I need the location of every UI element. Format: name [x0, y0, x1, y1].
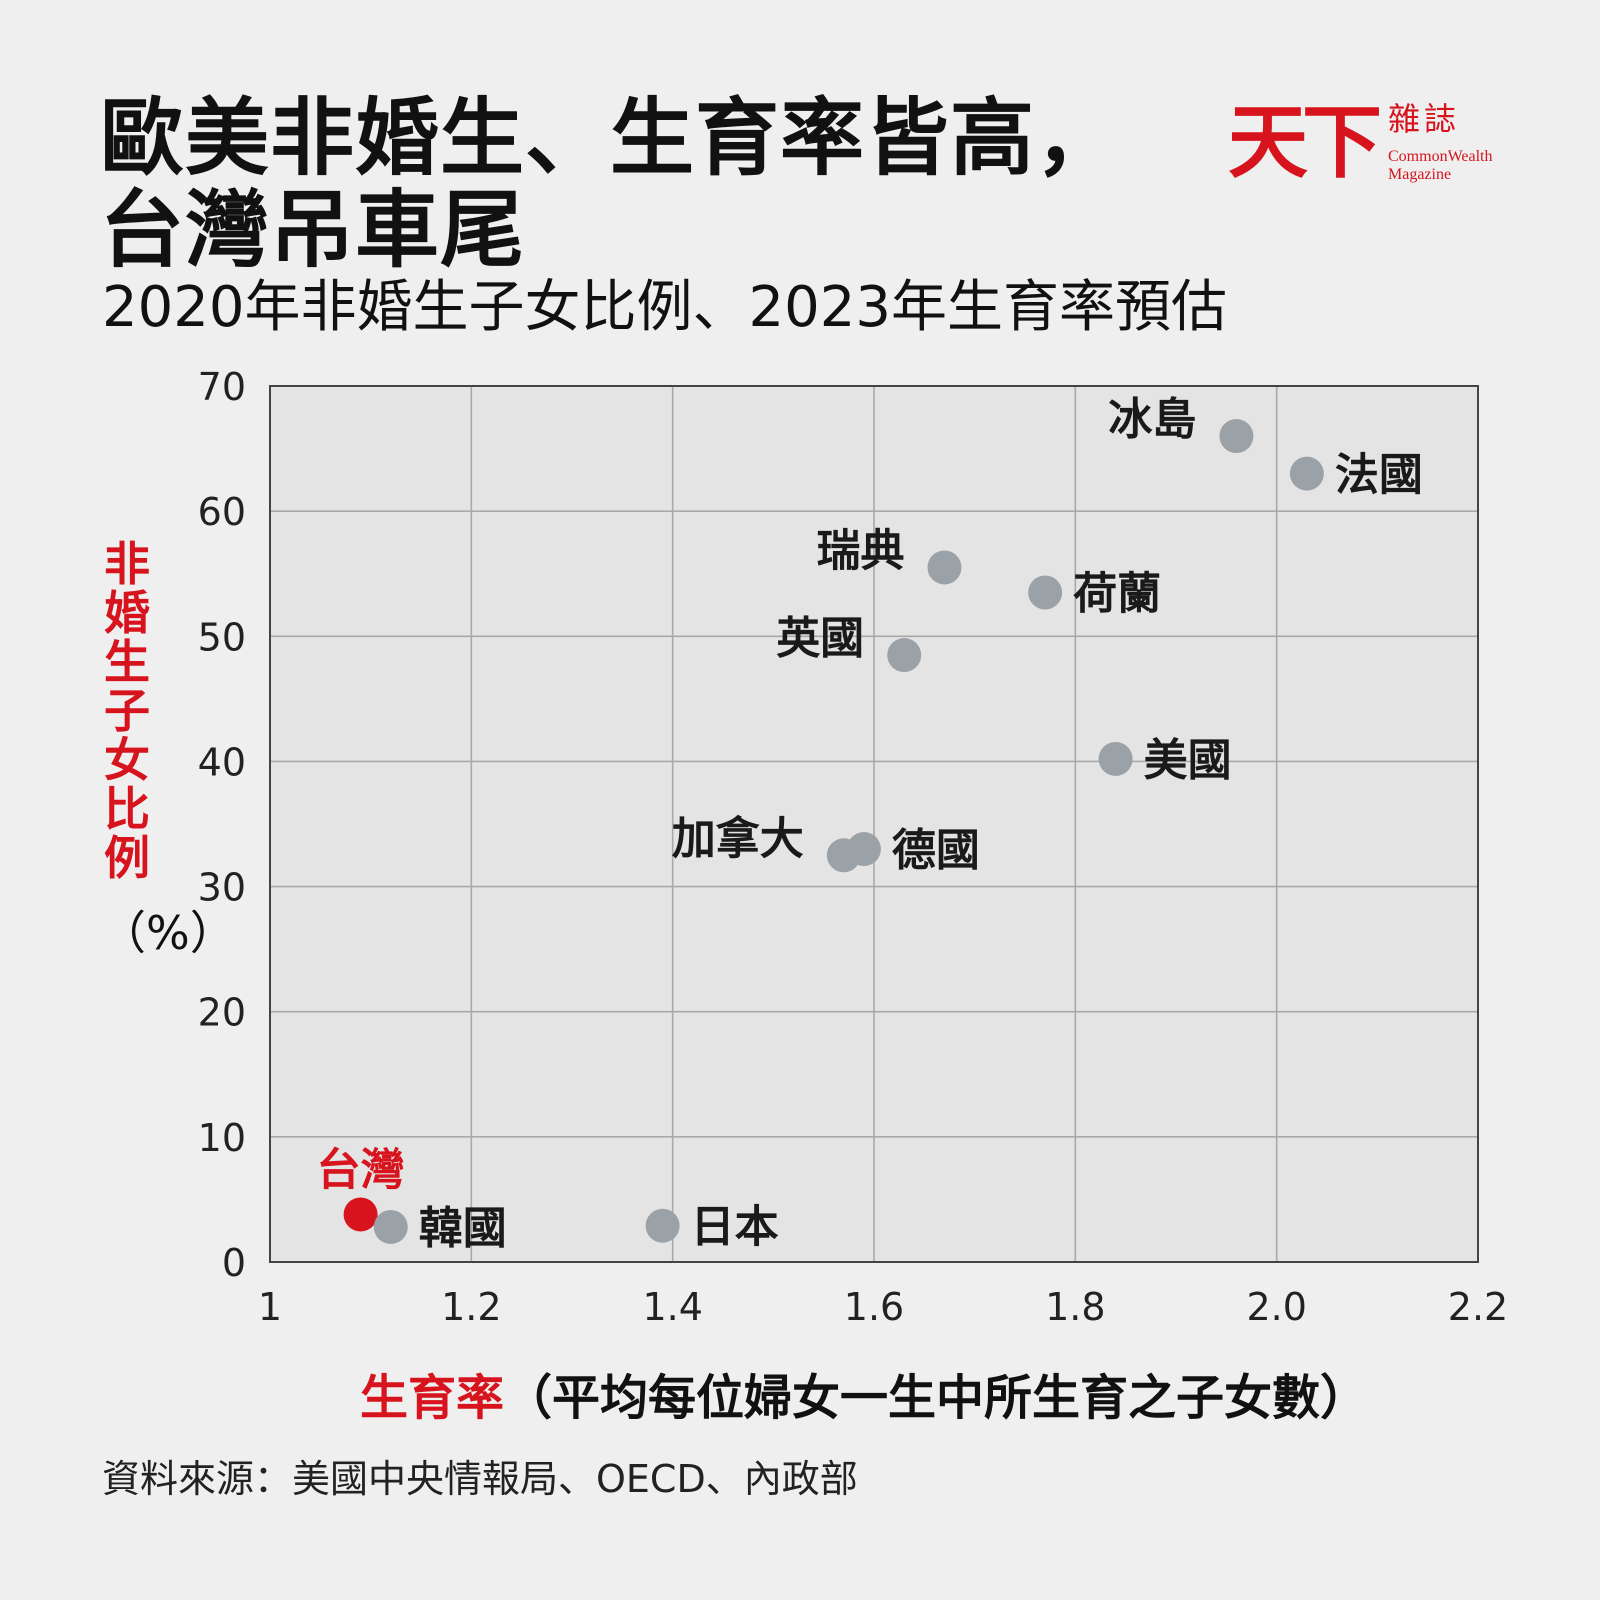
- x-tick-label-4: 1.8: [1045, 1285, 1105, 1329]
- y-tick-label-4: 40: [198, 740, 246, 784]
- title-line-1: 歐美非婚生、生育率皆高，: [100, 89, 1121, 187]
- y-tick-label-2: 20: [198, 991, 246, 1035]
- logo-en-line-1: CommonWealth: [1388, 148, 1493, 165]
- title-line-2: 台灣吊車尾: [100, 181, 526, 279]
- x-tick-labels: 1 1.2 1.4 1.6 1.8 2.0 2.2: [258, 1285, 1508, 1329]
- data-point-0: [1219, 419, 1254, 454]
- scatter-chart: 1 1.2 1.4 1.6 1.8 2.0 2.2 0 10 20 30 40 50 60 70 冰島法國…: [198, 365, 1509, 1329]
- data-point-7: [846, 832, 881, 867]
- x-tick-label-2: 1.4: [642, 1285, 702, 1329]
- x-tick-label-6: 2.2: [1448, 1285, 1508, 1329]
- data-point-10: [645, 1208, 680, 1243]
- y-tick-label-7: 70: [198, 365, 246, 409]
- x-axis-label: 生育率（平均每位婦女一生中所生育之子女數）: [360, 1370, 1368, 1426]
- point-label-4: 英國: [776, 613, 864, 664]
- data-point-5: [1098, 741, 1133, 776]
- y-axis-label: 非婚生子女比例: [104, 537, 150, 885]
- plot-frame: [269, 385, 1479, 1263]
- data-point-8: [343, 1197, 378, 1232]
- logo-main-text: 天下: [1228, 95, 1382, 189]
- point-label-10: 日本: [691, 1202, 779, 1253]
- source-note: 資料來源：美國中央情報局、OECD、內政部: [102, 1457, 858, 1501]
- page-subtitle: 2020年非婚生子女比例、2023年生育率預估: [102, 275, 1228, 340]
- y-tick-label-0: 0: [222, 1241, 246, 1285]
- logo-en-line-2: Magazine: [1388, 166, 1452, 183]
- point-label-2: 瑞典: [816, 525, 904, 576]
- x-tick-label-1: 1.2: [441, 1285, 501, 1329]
- commonwealth-logo: 天下 雜誌 CommonWealth Magazine: [1228, 96, 1508, 196]
- y-tick-labels: 0 10 20 30 40 50 60 70: [198, 365, 246, 1285]
- data-point-2: [927, 550, 962, 585]
- y-tick-label-5: 50: [198, 615, 246, 659]
- y-tick-label-6: 60: [198, 490, 246, 534]
- x-axis-label-highlight: 生育率: [360, 1370, 505, 1426]
- x-tick-label-0: 1: [258, 1285, 282, 1329]
- y-tick-label-1: 10: [198, 1116, 246, 1160]
- point-label-6: 加拿大: [672, 813, 804, 864]
- page-title: 歐美非婚生、生育率皆高， 台灣吊車尾: [100, 92, 1120, 276]
- data-point-3: [1028, 575, 1063, 610]
- x-tick-label-3: 1.6: [844, 1285, 904, 1329]
- point-label-8: 台灣: [317, 1144, 405, 1195]
- point-label-7: 德國: [892, 825, 980, 876]
- point-label-1: 法國: [1335, 450, 1423, 501]
- data-point-9: [373, 1209, 408, 1244]
- point-label-0: 冰島: [1108, 394, 1196, 445]
- x-tick-label-5: 2.0: [1246, 1285, 1306, 1329]
- y-tick-label-3: 30: [198, 866, 246, 910]
- data-point-1: [1289, 456, 1324, 491]
- logo-zh-text: 雜誌: [1388, 100, 1461, 138]
- data-point-4: [887, 638, 922, 673]
- x-axis-label-rest: （平均每位婦女一生中所生育之子女數）: [504, 1370, 1369, 1426]
- point-label-9: 韓國: [419, 1203, 507, 1254]
- data-points: [343, 419, 1324, 1244]
- point-label-3: 荷蘭: [1073, 568, 1161, 619]
- point-label-5: 美國: [1144, 735, 1232, 786]
